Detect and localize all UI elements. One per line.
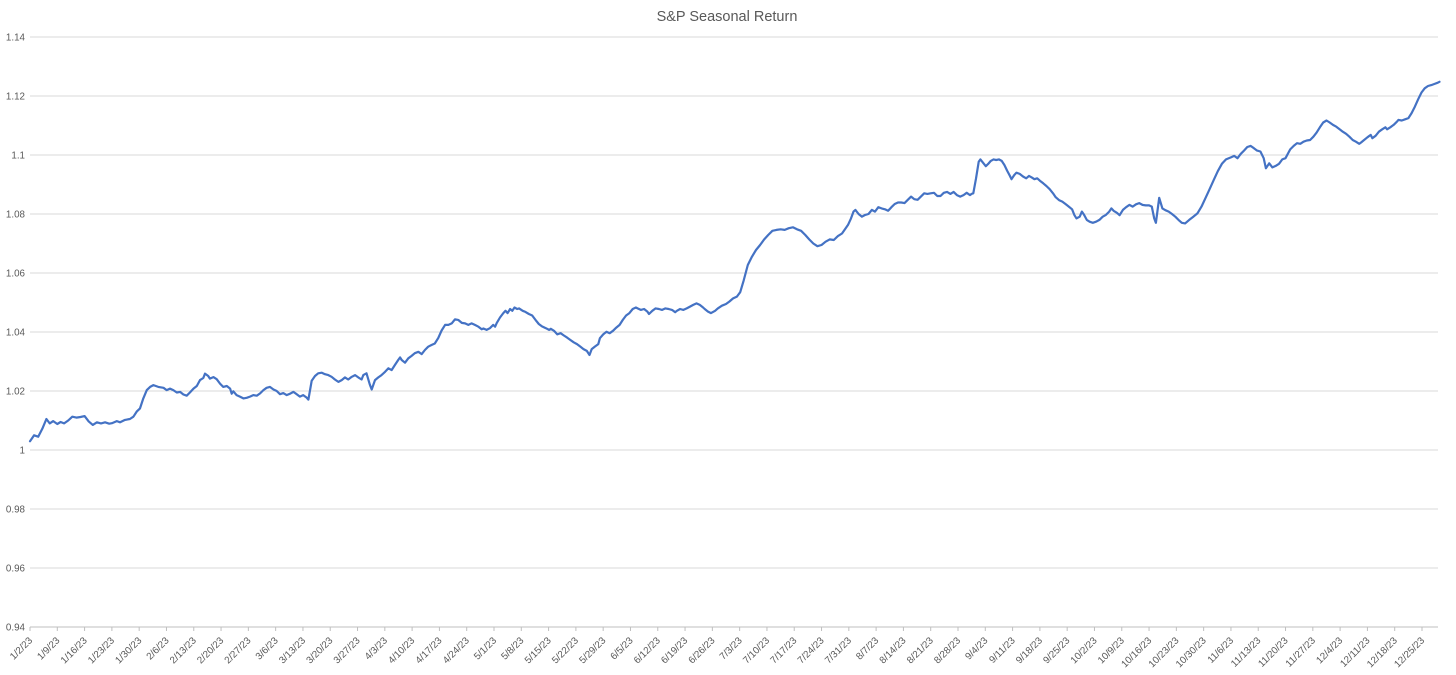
x-tick-label: 7/17/23 [768,635,799,666]
y-tick-label: 1.08 [6,210,26,221]
sp-seasonal-return-line [28,80,1441,443]
x-tick-label: 12/25/23 [1392,635,1427,670]
x-tick-label: 6/19/23 [659,635,690,666]
y-tick-label: 1.04 [6,328,26,339]
x-tick-label: 8/14/23 [878,635,909,666]
y-tick-label: 1.02 [6,387,25,398]
y-tick-label: 1.06 [6,269,26,280]
x-tick-label: 7/24/23 [796,635,827,666]
x-tick-label: 10/30/23 [1174,635,1209,670]
x-tick-label: 9/25/23 [1041,635,1072,666]
chart-title: S&P Seasonal Return [657,9,798,25]
y-tick-label: 1 [20,446,25,457]
y-tick-label: 1.12 [6,92,25,103]
x-tick-label: 10/2/23 [1069,635,1100,666]
x-tick-label: 1/2/23 [8,635,35,662]
y-axis-labels: 1.14 1.12 1.1 1.08 1.06 1.04 1.02 1 0.98 0.96 0.94 [6,33,26,634]
x-tick-label: 6/26/23 [687,635,718,666]
x-tick-label: 3/27/23 [332,635,363,666]
x-tick-label: 4/10/23 [386,635,417,666]
x-tick-label: 7/10/23 [741,635,772,666]
x-axis-labels: 1/2/23 1/9/231/16/231/23/231/30/23 2/6/232… [8,635,1427,670]
x-tick-label: 5/29/23 [577,635,608,666]
x-tick-label: 8/21/23 [905,635,936,666]
y-tick-label: 1.14 [6,33,26,44]
x-tick-label: 6/12/23 [632,635,663,666]
x-tick-label: 9/18/23 [1014,635,1045,666]
x-tick-label: 5/22/23 [550,635,581,666]
x-tick-label: 4/17/23 [414,635,445,666]
y-tick-label: 0.94 [6,623,26,634]
x-tick-label: 7/31/23 [823,635,854,666]
gridlines [30,36,1438,628]
x-tick-label: 5/1/23 [472,635,499,662]
x-tick-label: 2/20/23 [195,635,226,666]
y-tick-label: 1.1 [11,151,25,162]
x-tick-label: 2/13/23 [168,635,199,666]
x-tick-label: 3/13/23 [277,635,308,666]
x-tick-label: 3/20/23 [304,635,335,666]
x-tick-label: 1/23/23 [86,635,117,666]
y-tick-label: 0.96 [6,564,26,575]
x-axis [29,627,1423,631]
x-tick-label: 9/11/23 [987,635,1018,666]
x-tick-label: 1/16/23 [59,635,90,666]
x-tick-label: 2/27/23 [223,635,254,666]
x-tick-label: 4/24/23 [441,635,472,666]
x-tick-label: 5/15/23 [523,635,554,666]
x-tick-label: 11/27/23 [1284,635,1319,670]
series-line-group [28,80,1441,443]
x-tick-label: 8/28/23 [932,635,963,666]
y-tick-label: 0.98 [6,505,26,516]
x-tick-label: 1/30/23 [113,635,144,666]
